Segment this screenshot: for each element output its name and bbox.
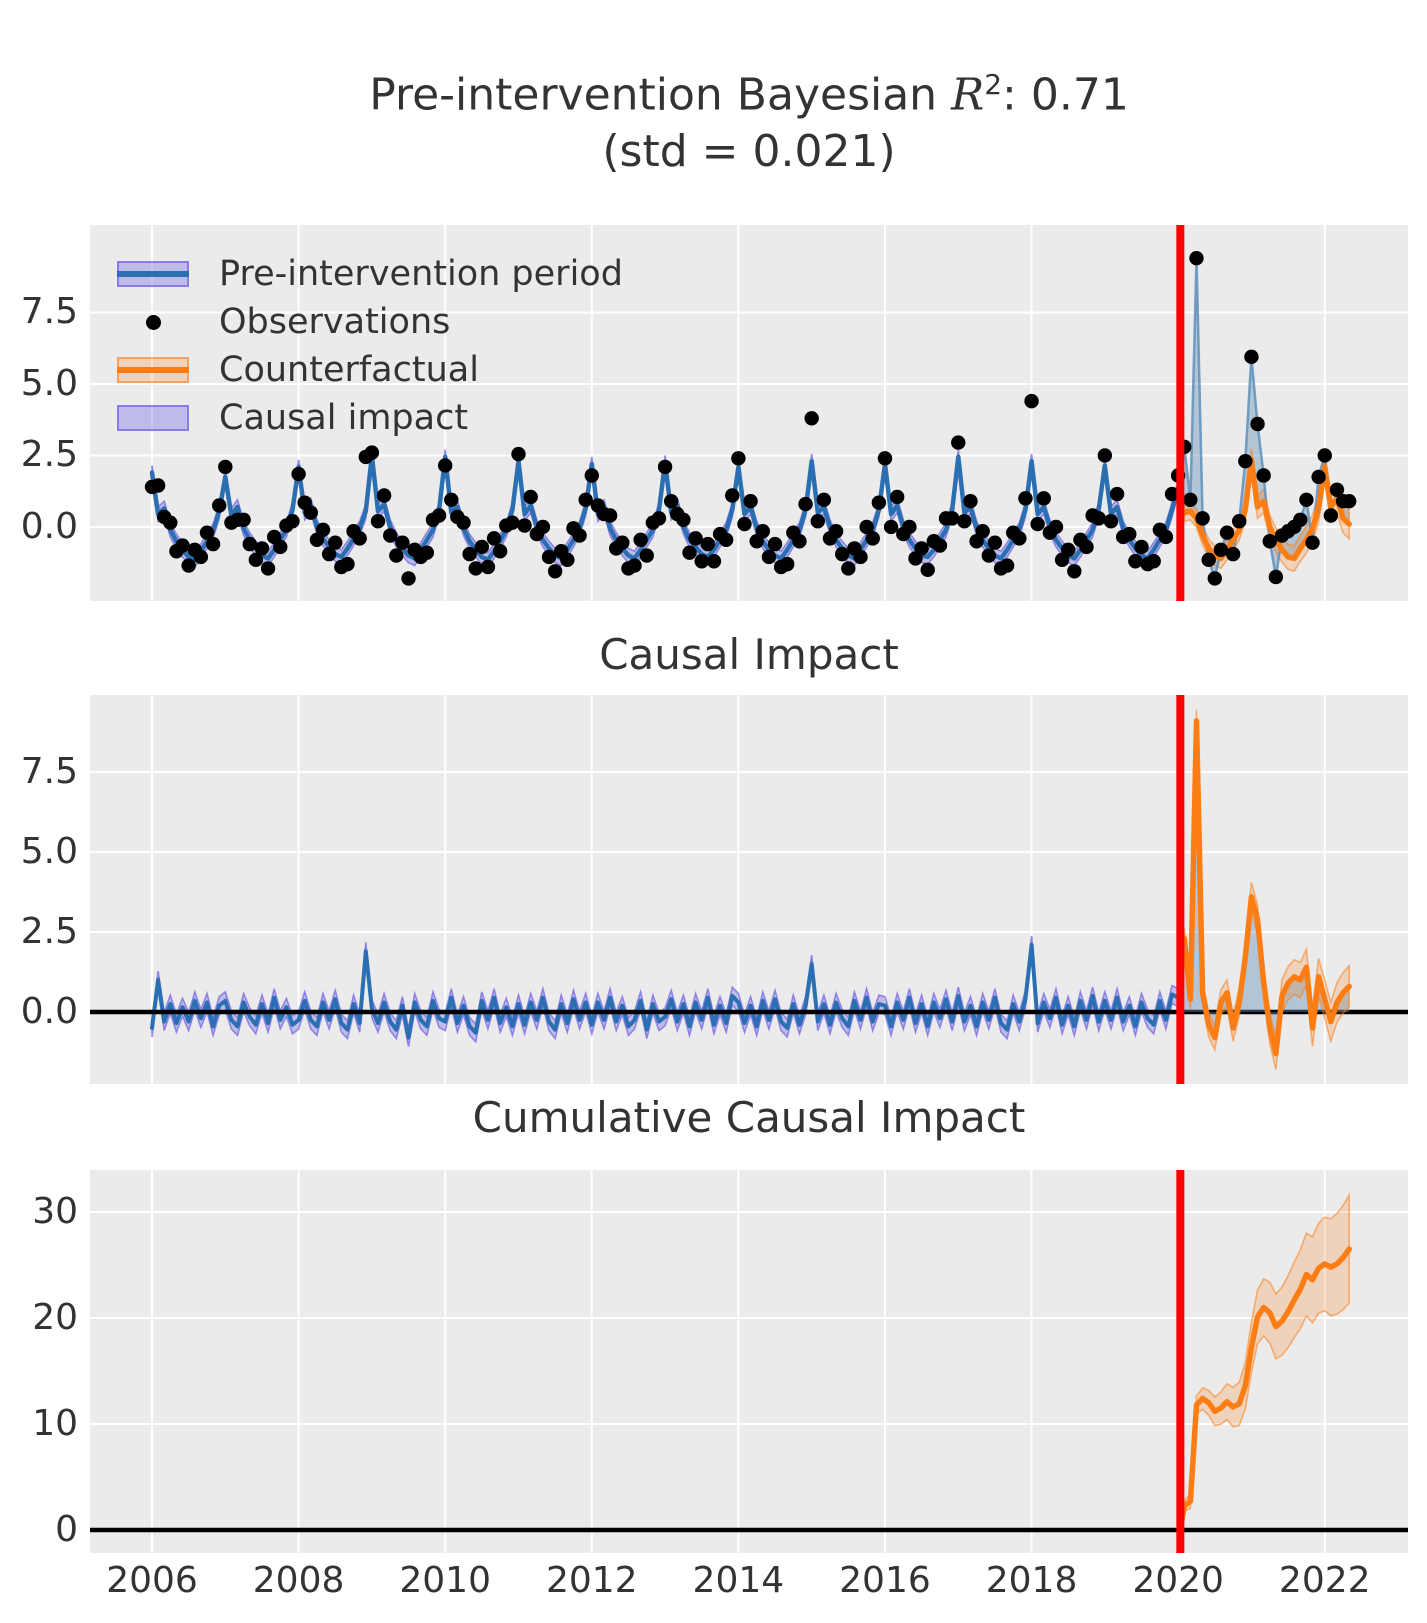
figure-title-prefix: Pre-intervention Bayesian [369, 69, 952, 121]
legend-item-pre-intervention: Pre-intervention period [117, 250, 623, 298]
y-tick-label: 30 [32, 1190, 78, 1232]
y-tick-label: 5.0 [20, 831, 78, 873]
legend-label: Causal impact [219, 398, 469, 438]
counterfactual-line [1181, 456, 1352, 562]
x-tick-label: 2006 [106, 1560, 198, 1601]
observations-dot-icon [117, 309, 189, 335]
legend: Pre-intervention period Observations Cou… [117, 250, 623, 442]
x-tick-label: 2018 [985, 1560, 1078, 1601]
y-tick-label: 2.5 [20, 434, 78, 476]
impact-pre-line [150, 942, 1181, 1040]
y-tick-label: 0 [55, 1508, 78, 1550]
legend-item-observations: Observations [117, 298, 623, 346]
y-tick-label: 0.0 [20, 505, 78, 547]
legend-label: Counterfactual [219, 350, 479, 390]
x-tick-label: 2016 [839, 1560, 931, 1601]
legend-item-counterfactual: Counterfactual [117, 346, 623, 394]
y-tick-label: 20 [32, 1296, 78, 1338]
figure-title: Pre-intervention Bayesian R2: 0.71 [0, 68, 1427, 121]
y-tick-label: 2.5 [20, 911, 78, 953]
y-tick-label: 10 [32, 1402, 78, 1444]
figure-title-value: : 0.71 [1002, 69, 1129, 121]
counterfactual-swatch-icon [117, 357, 189, 383]
r-squared-exponent: 2 [984, 68, 1003, 101]
panel-original-background [90, 225, 1408, 601]
y-tick-label: 7.5 [20, 751, 78, 793]
y-tick-label: 7.5 [20, 291, 78, 333]
observations-dots [144, 250, 1357, 586]
x-tick-label: 2014 [692, 1560, 785, 1601]
panel-cumulative-background [90, 1170, 1408, 1553]
pointwise-panel-title: Causal Impact [599, 630, 899, 679]
figure-subtitle: (std = 0.021) [602, 126, 896, 177]
r-squared-symbol: R [951, 69, 985, 121]
x-tick-label: 2010 [399, 1560, 491, 1601]
x-tick-label: 2020 [1132, 1560, 1224, 1601]
legend-label: Pre-intervention period [219, 254, 623, 294]
legend-label: Observations [219, 302, 451, 342]
pre-intervention-swatch-icon [117, 261, 189, 287]
x-tick-label: 2012 [545, 1560, 638, 1601]
y-tick-label: 5.0 [20, 362, 78, 404]
y-tick-label: 0.0 [20, 991, 78, 1033]
legend-item-causal-impact: Causal impact [117, 394, 623, 442]
causal-impact-patch-icon [117, 405, 189, 431]
cumulative-line [1177, 1246, 1352, 1533]
x-tick-label: 2008 [252, 1560, 345, 1601]
cumulative-panel-title: Cumulative Causal Impact [472, 1093, 1026, 1142]
impact-post-line [1181, 718, 1352, 1057]
x-tick-label: 2022 [1278, 1560, 1371, 1601]
